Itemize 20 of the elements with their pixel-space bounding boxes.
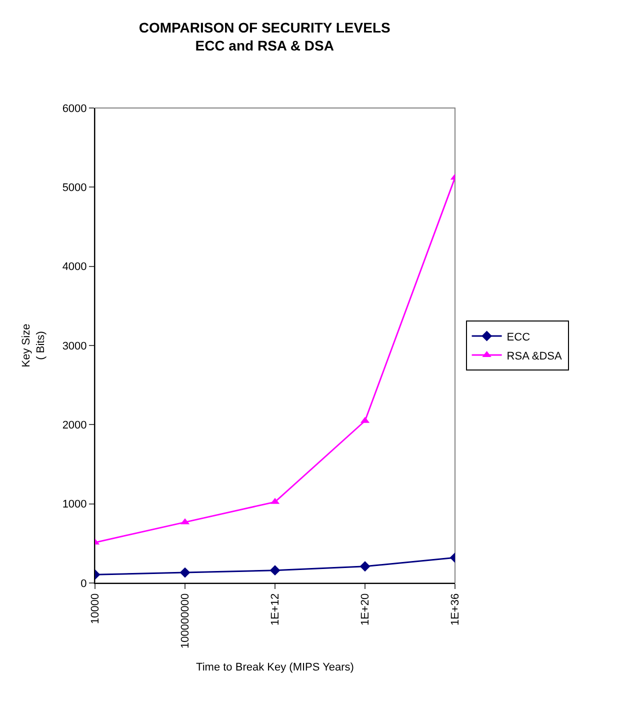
legend-label: RSA &DSA: [506, 350, 562, 362]
point: [180, 567, 190, 578]
y-tick-label: 0: [80, 578, 87, 590]
x-tick-label: 10000: [90, 593, 102, 624]
x-tick-label: 100000000: [180, 593, 192, 648]
y-tick-label: 2000: [62, 420, 87, 432]
x-tick-label: 1E+36: [450, 593, 462, 626]
chart-title: COMPARISON OF SECURITY LEVELS ECC and RSA & DSA: [138, 20, 390, 54]
point: [270, 565, 280, 576]
y-tick-label: 5000: [62, 182, 87, 194]
y-tick-label: 6000: [62, 102, 87, 115]
legend-label: ECC: [506, 331, 530, 344]
y-tick-label: 3000: [62, 340, 87, 352]
y-tick-label: 1000: [62, 498, 87, 511]
y-tick-label: 4000: [62, 261, 87, 274]
x-tick-label: 1E+20: [360, 593, 372, 626]
y-axis-title: Key Size ( Bits): [20, 324, 47, 368]
point: [360, 561, 370, 572]
x-axis-title: Time to Break Key (MIPS Years): [196, 662, 354, 674]
x-tick-label: 1E+12: [270, 593, 282, 626]
